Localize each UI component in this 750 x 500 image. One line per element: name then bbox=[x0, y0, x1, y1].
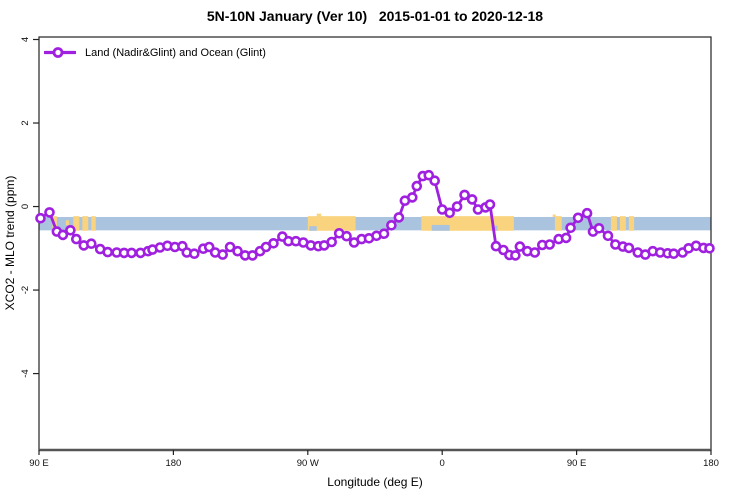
data-point-marker bbox=[406, 192, 418, 203]
data-point-marker bbox=[429, 175, 441, 186]
data-point-marker bbox=[203, 241, 215, 253]
series-line bbox=[39, 173, 711, 257]
data-point-marker bbox=[65, 225, 76, 236]
data-point-marker bbox=[232, 245, 243, 257]
data-point-marker bbox=[560, 232, 572, 244]
data-point-marker bbox=[544, 239, 556, 250]
data-point-marker bbox=[510, 250, 521, 261]
data-point-marker bbox=[593, 223, 605, 234]
data-point-marker bbox=[247, 250, 258, 261]
ocean-band bbox=[39, 216, 711, 231]
data-point-marker bbox=[514, 241, 526, 252]
x-tick-label: 90 E bbox=[567, 458, 587, 469]
land-patch bbox=[82, 216, 89, 231]
data-point-marker bbox=[386, 220, 397, 231]
ocean-notch bbox=[309, 226, 317, 231]
y-tick-label: 0 bbox=[20, 204, 31, 209]
land-patch bbox=[91, 216, 96, 231]
x-tick-label: 180 bbox=[703, 458, 719, 469]
data-point-marker bbox=[451, 201, 463, 212]
data-point-marker bbox=[341, 230, 352, 242]
data-point-marker bbox=[466, 194, 478, 205]
land-patch bbox=[73, 216, 80, 231]
legend-swatch bbox=[44, 47, 76, 58]
data-point-marker bbox=[459, 189, 470, 201]
x-tick-label: 90 E bbox=[29, 458, 49, 469]
data-point-marker bbox=[484, 199, 496, 210]
y-tick-label: -4 bbox=[20, 369, 31, 377]
data-point-marker bbox=[529, 247, 541, 258]
data-point-marker bbox=[44, 207, 55, 218]
data-point-marker bbox=[668, 248, 680, 259]
data-point-marker bbox=[102, 246, 113, 258]
land-patch bbox=[610, 216, 617, 231]
legend: Land (Nadir&Glint) and Ocean (Glint) bbox=[44, 46, 266, 59]
data-point-marker bbox=[704, 243, 715, 254]
land-patch bbox=[554, 216, 562, 231]
data-point-marker bbox=[189, 248, 200, 259]
data-point-marker bbox=[444, 207, 456, 219]
legend-label: Land (Nadir&Glint) and Ocean (Glint) bbox=[85, 46, 266, 59]
y-tick-label: 2 bbox=[20, 120, 31, 125]
land-patch bbox=[628, 216, 635, 231]
y-tick-label: 4 bbox=[20, 37, 31, 42]
y-axis-label: XCO2 - MLO trend (ppm) bbox=[3, 176, 17, 311]
x-tick-label: 90 W bbox=[297, 458, 319, 469]
land-patch bbox=[552, 214, 556, 217]
legend-marker-sample bbox=[52, 47, 64, 58]
ocean-notch bbox=[431, 224, 450, 231]
data-point-marker bbox=[35, 212, 46, 224]
x-axis-label: Longitude (deg E) bbox=[327, 475, 422, 489]
land-patch bbox=[619, 216, 626, 231]
data-point-marker bbox=[581, 207, 593, 219]
land-patch bbox=[65, 220, 69, 226]
data-point-marker bbox=[326, 236, 338, 248]
data-point-marker bbox=[71, 233, 82, 245]
land-patch bbox=[307, 216, 356, 231]
data-point-marker bbox=[126, 247, 137, 259]
chart-title: 5N-10N January (Ver 10) 2015-01-01 to 20… bbox=[206, 8, 544, 24]
data-point-marker bbox=[623, 242, 635, 254]
data-point-marker bbox=[86, 238, 97, 249]
data-point-marker bbox=[411, 180, 423, 192]
data-point-marker bbox=[378, 228, 390, 239]
data-point-marker bbox=[565, 222, 576, 234]
data-point-marker bbox=[602, 230, 614, 242]
x-tick-label: 0 bbox=[440, 458, 445, 469]
data-point-marker bbox=[57, 229, 69, 241]
data-point-marker bbox=[393, 212, 405, 223]
data-point-marker bbox=[217, 249, 228, 260]
x-tick-label: 180 bbox=[165, 458, 181, 469]
data-point-marker bbox=[572, 212, 584, 224]
land-patch bbox=[316, 213, 322, 217]
y-tick-label: -2 bbox=[20, 286, 31, 294]
data-point-marker bbox=[268, 238, 279, 249]
data-point-marker bbox=[224, 241, 236, 253]
